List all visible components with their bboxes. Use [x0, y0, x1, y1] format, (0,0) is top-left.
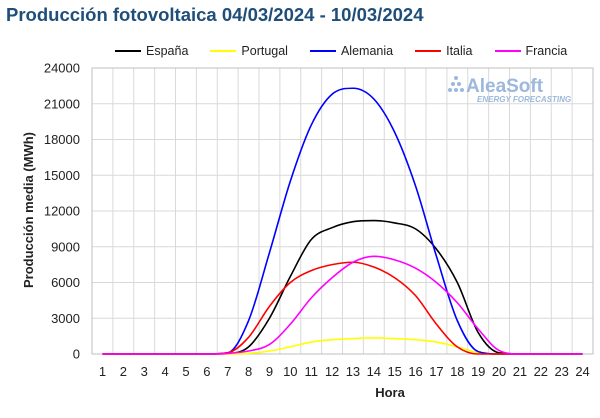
- x-tick-label: 18: [450, 364, 464, 379]
- x-tick-label: 3: [141, 364, 148, 379]
- plot-border: [91, 67, 594, 355]
- x-tick-label: 2: [120, 364, 127, 379]
- legend-label: Italia: [446, 44, 473, 58]
- logo-tagline: ENERGY FORECASTING: [477, 95, 571, 104]
- x-tick-label: 11: [304, 364, 318, 379]
- x-tick-label: 22: [534, 364, 548, 379]
- x-tick-label: 17: [429, 364, 443, 379]
- legend-label: España: [146, 44, 189, 58]
- logo-dots-icon: [448, 76, 464, 92]
- series-line-4: [102, 255, 583, 355]
- x-tick-label: 4: [161, 364, 168, 379]
- x-tick-label: 15: [387, 364, 401, 379]
- chart-title: Producción fotovoltaica 04/03/2024 - 10/…: [6, 4, 424, 25]
- x-tick-label: 24: [575, 364, 589, 379]
- x-tick-label: 12: [325, 364, 339, 379]
- chart-legend: España Portugal Alemania Italia Francia: [115, 44, 567, 58]
- y-tick-label: 18000: [44, 132, 80, 147]
- x-tick-label: 16: [408, 364, 422, 379]
- x-tick-label: 6: [203, 364, 210, 379]
- x-tick-label: 14: [367, 364, 381, 379]
- legend-label: Alemania: [340, 44, 394, 58]
- grid-lines: [91, 67, 594, 355]
- legend-item: Francia: [494, 44, 568, 58]
- legend-swatch: [115, 50, 141, 52]
- x-tick-label: 10: [283, 364, 297, 379]
- logo-brand: AleaSoft: [466, 76, 544, 97]
- x-axis-label: Hora: [375, 385, 405, 400]
- legend-item: Italia: [415, 44, 473, 58]
- y-tick-label: 0: [73, 347, 80, 362]
- x-tick-label: 20: [492, 364, 506, 379]
- x-tick-label: 5: [182, 364, 189, 379]
- legend-swatch: [309, 50, 336, 52]
- legend-swatch: [210, 50, 237, 52]
- y-tick-label: 9000: [51, 239, 80, 254]
- x-tick-label: 19: [471, 364, 485, 379]
- legend-label: Portugal: [241, 44, 288, 58]
- y-tick-label: 3000: [51, 311, 80, 326]
- y-axis-label: Producción media (MWh): [21, 132, 36, 288]
- x-tick-label: 13: [346, 364, 360, 379]
- legend-item: España: [115, 44, 188, 58]
- legend-swatch: [415, 50, 442, 52]
- x-tick-label: 8: [245, 364, 252, 379]
- aleasoft-watermark: AleaSoft ENERGY FORECASTING: [448, 76, 571, 104]
- y-tick-label: 12000: [44, 204, 80, 219]
- legend-swatch: [494, 50, 521, 52]
- x-tick-label: 21: [513, 364, 527, 379]
- series-lines: [102, 87, 583, 355]
- y-tick-label: 21000: [44, 96, 80, 111]
- y-tick-label: 24000: [44, 61, 80, 76]
- x-tick-label: 9: [266, 364, 273, 379]
- x-tick-label: 23: [554, 364, 568, 379]
- legend-item: Portugal: [210, 44, 288, 58]
- legend-label: Francia: [525, 44, 568, 58]
- x-tick-label: 7: [224, 364, 231, 379]
- x-tick-label: 1: [99, 364, 106, 379]
- legend-item: Alemania: [309, 44, 394, 58]
- y-tick-label: 15000: [44, 168, 80, 183]
- y-tick-label: 6000: [51, 275, 80, 290]
